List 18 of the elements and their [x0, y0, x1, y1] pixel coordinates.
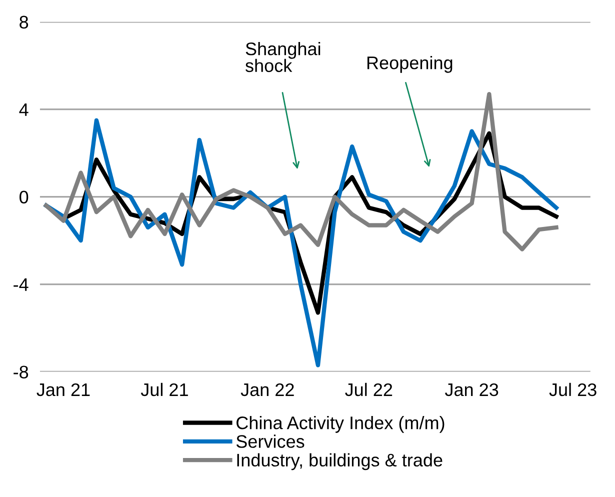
line-series: [44, 92, 558, 252]
annotation: Reopening: [367, 56, 452, 73]
legend-label: Services: [236, 434, 304, 448]
y-tick-label: 8: [20, 16, 28, 29]
x-tick-label: Jul 21: [140, 382, 188, 396]
y-tick-label: -4: [14, 278, 28, 291]
x-tick-label: Jul 22: [345, 382, 392, 396]
y-tick-label: 4: [19, 103, 28, 116]
line-series: [44, 118, 558, 368]
x-tick-label: Jan 23: [444, 383, 498, 396]
y-tick-label: 0: [20, 190, 28, 204]
x-tick-label: Jan 21: [36, 383, 90, 396]
legend-label: China Activity Index (m/m): [236, 416, 444, 433]
x-tick-label: Jan 22: [240, 383, 294, 396]
legend-label: Industry, buildings & trade: [237, 453, 442, 470]
x-tick-label: Jul 23: [549, 382, 596, 396]
y-tick-label: -8: [14, 366, 28, 378]
annotation: Shanghai shock: [246, 42, 320, 72]
